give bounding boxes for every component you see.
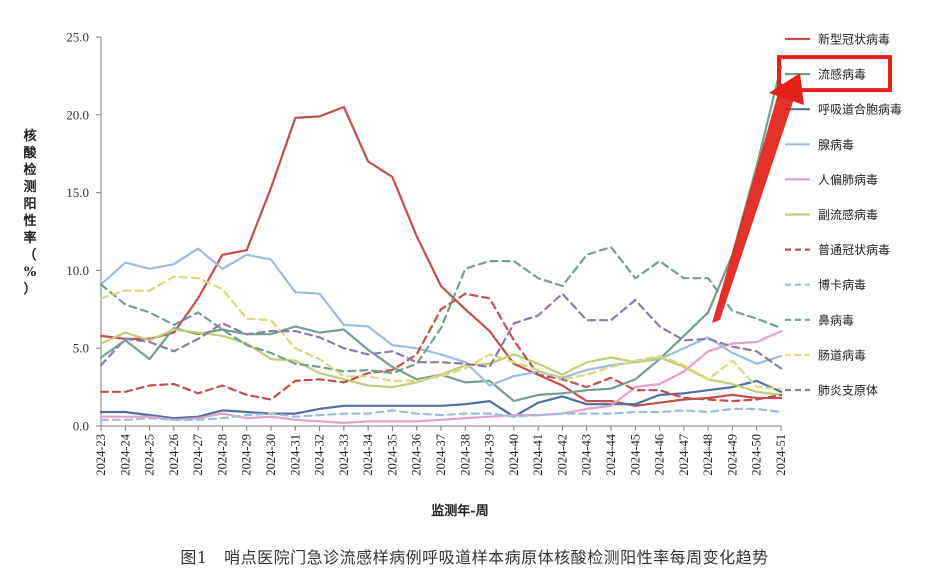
- series-line-4: [99, 247, 783, 387]
- x-tick-label: 2024-34: [361, 433, 375, 475]
- y-tick-label: 25.0: [66, 30, 89, 45]
- x-axis: 2024-23 2024-24 2024-25 2024-26 2024-27 2024-…: [94, 425, 788, 476]
- x-tick-label: 2024-29: [240, 434, 254, 476]
- series-lines: [99, 65, 783, 424]
- x-tick-label: 2024-23: [94, 434, 108, 476]
- x-tick-label: 2024-36: [410, 434, 424, 476]
- x-tick-label: 2024-42: [555, 434, 569, 476]
- y-tick-label: 20.0: [66, 107, 89, 122]
- legend-label: 鼻病毒: [818, 312, 854, 327]
- x-tick-label: 2024-24: [118, 433, 132, 475]
- legend-label: 呼吸道合胞病毒: [818, 102, 902, 117]
- x-tick-label: 2024-35: [385, 434, 399, 476]
- x-axis-title: 监测年-周: [431, 503, 488, 519]
- highlight-box: [777, 55, 892, 93]
- legend-label: 流感病毒: [818, 67, 866, 82]
- series-line-9: [99, 246, 783, 375]
- chart: 核酸检测阳性率（%） 0.0 5.0 10.0 15.0 20.0 25.0 2024-2…: [23, 30, 902, 520]
- x-tick-label: 2024-39: [483, 434, 497, 476]
- y-tick-label: 15.0: [66, 185, 89, 200]
- x-tick-label: 2024-31: [288, 434, 302, 476]
- legend-label: 人偏肺病毒: [818, 172, 878, 187]
- x-tick-label: 2024-41: [531, 434, 545, 476]
- legend-label: 肠道病毒: [818, 347, 866, 362]
- legend-label: 普通冠状病毒: [818, 242, 890, 257]
- x-tick-label: 2024-30: [264, 434, 278, 476]
- y-axis-title-text: 核酸检测阳性率（%）: [23, 128, 37, 297]
- x-tick-label: 2024-26: [167, 434, 181, 476]
- series-line-7: [99, 292, 783, 403]
- x-tick-label: 2024-50: [750, 434, 764, 476]
- series-line-11: [99, 292, 783, 370]
- y-tick-label: 5.0: [73, 341, 89, 356]
- x-tick-label: 2024-44: [604, 433, 618, 475]
- legend: 新型冠状病毒流感病毒呼吸道合胞病毒腺病毒人偏肺病毒副流感病毒普通冠状病毒博卡病毒…: [785, 32, 902, 398]
- x-tick-label: 2024-51: [774, 434, 788, 476]
- series-line-5: [99, 330, 783, 424]
- x-tick-label: 2024-47: [677, 434, 691, 476]
- highlight-arrow-head: [769, 73, 804, 105]
- highlight-annotation: [712, 55, 892, 323]
- legend-label: 副流感病毒: [818, 207, 878, 222]
- legend-label: 肺炎支原体: [818, 384, 878, 398]
- y-tick-label: 10.0: [66, 263, 89, 278]
- figure-caption: 图1 哨点医院门急诊流感样病例呼吸道样本病原体核酸检测阳性率每周变化趋势: [180, 548, 769, 567]
- x-tick-label: 2024-33: [337, 434, 351, 476]
- x-tick-label: 2024-48: [701, 434, 715, 476]
- x-tick-label: 2024-46: [653, 434, 667, 476]
- x-tick-label: 2024-45: [628, 434, 642, 476]
- y-axis-title: 核酸检测阳性率（%）: [23, 128, 37, 297]
- x-tick-label: 2024-43: [580, 434, 594, 476]
- series-line-3: [99, 379, 783, 420]
- x-tick-label: 2024-37: [434, 434, 448, 476]
- y-axis: 0.0 5.0 10.0 15.0 20.0 25.0: [66, 30, 102, 434]
- x-tick-label: 2024-40: [507, 434, 521, 476]
- highlight-arrow: [712, 83, 796, 323]
- series-line-10: [99, 275, 783, 390]
- legend-label: 新型冠状病毒: [818, 32, 890, 47]
- y-tick-label: 0.0: [73, 419, 89, 434]
- series-line-6: [99, 328, 783, 396]
- x-tick-label: 2024-28: [215, 434, 229, 476]
- legend-label: 博卡病毒: [818, 277, 866, 292]
- series-line-1: [99, 105, 783, 407]
- x-tick-label: 2024-27: [191, 434, 205, 476]
- x-tick-label: 2024-25: [143, 434, 157, 476]
- series-line-8: [99, 407, 783, 421]
- x-tick-label: 2024-32: [313, 434, 327, 476]
- x-tick-label: 2024-38: [458, 434, 472, 476]
- legend-label: 腺病毒: [818, 137, 854, 152]
- x-tick-label: 2024-49: [725, 434, 739, 476]
